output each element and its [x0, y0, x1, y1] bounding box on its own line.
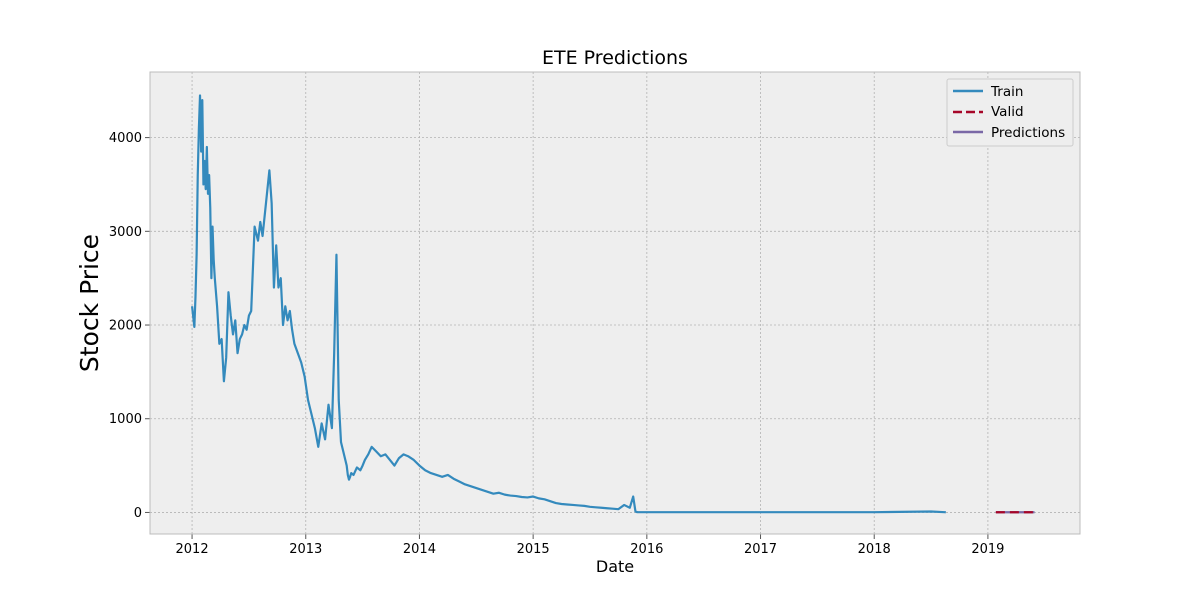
- legend: Train Valid Predictions: [946, 78, 1074, 147]
- plot-area: [150, 72, 1080, 534]
- y-tick-label: 1000: [109, 412, 142, 427]
- x-axis-label: Date: [596, 557, 634, 576]
- legend-label-train: Train: [990, 84, 1023, 100]
- x-tick-label: 2013: [289, 542, 322, 557]
- x-tick-label: 2018: [858, 542, 891, 557]
- chart-title: ETE Predictions: [542, 47, 688, 69]
- plot-frame: [149, 71, 1081, 535]
- grid: [150, 72, 1080, 534]
- x-tick-label: 2012: [176, 542, 209, 557]
- y-tick-label: 3000: [109, 225, 142, 240]
- legend-box: [946, 78, 1074, 147]
- legend-label-predictions: Predictions: [991, 125, 1065, 141]
- x-tick-label: 2016: [630, 542, 663, 557]
- ticks: 2012 2013 2014 2015 2016 2017 2018 2019 0 1000 200…: [109, 131, 1005, 557]
- x-tick-label: 2019: [971, 542, 1004, 557]
- series-layer: [190, 94, 1035, 514]
- x-tick-label: 2017: [744, 542, 777, 557]
- y-tick-label: 4000: [109, 131, 142, 146]
- legend-label-valid: Valid: [991, 104, 1024, 120]
- y-tick-label: 0: [134, 506, 142, 521]
- y-tick-label: 2000: [109, 319, 142, 334]
- x-tick-label: 2015: [517, 542, 550, 557]
- y-axis-label: Stock Price: [75, 234, 104, 372]
- x-tick-label: 2014: [403, 542, 436, 557]
- series-line-train: [190, 94, 946, 514]
